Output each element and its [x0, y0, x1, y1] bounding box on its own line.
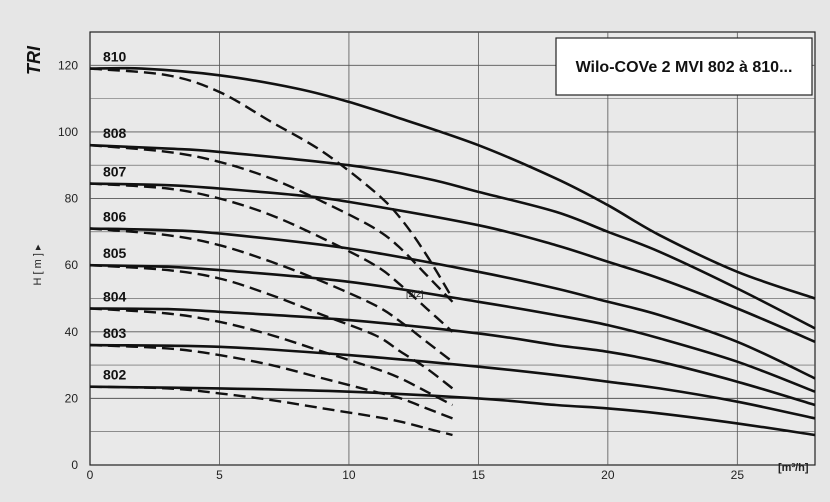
- x-tick-label: 15: [472, 468, 486, 482]
- curve-label-802: 802: [103, 367, 127, 383]
- y-tick-label: 20: [65, 391, 79, 405]
- curve-802: [89, 385, 816, 437]
- dashed-curve-810: [89, 67, 454, 300]
- y-tick-label: 100: [58, 125, 78, 139]
- x-tick-label: 25: [731, 468, 745, 482]
- solid-curves: [89, 66, 816, 437]
- curve-806: [89, 227, 816, 380]
- curve-810: [89, 66, 816, 300]
- chart-title: Wilo-COVe 2 MVI 802 à 810...: [576, 59, 793, 76]
- dashed-curve-805: [89, 264, 454, 390]
- x-axis-unit: [m³/h]: [778, 462, 809, 474]
- y-tick-label: 80: [65, 192, 79, 206]
- corner-label: TRI: [24, 45, 44, 75]
- dashed-curve-808: [89, 144, 454, 303]
- y-tick-label: 120: [58, 58, 78, 72]
- curve-labels: 810 808 807 806 805 804 803 802: [103, 49, 127, 383]
- curve-label-807: 807: [103, 164, 127, 180]
- plot-area: [89, 31, 816, 466]
- dashed-curve-802: [89, 385, 453, 437]
- curve-label-805: 805: [103, 245, 127, 261]
- dashed-curve-806: [89, 227, 454, 363]
- curve-label-804: 804: [103, 288, 127, 304]
- curve-label-806: 806: [103, 209, 127, 225]
- curve-803: [89, 343, 816, 420]
- dashed-curve-803: [89, 343, 453, 420]
- tick-labels: 0 5 10 15 20 25 0 20 40 60 80 100 120: [58, 58, 744, 482]
- curve-808: [89, 143, 816, 330]
- y-axis-title: H [ m ] ▸: [32, 244, 44, 285]
- title-box: [555, 37, 813, 96]
- curve-805: [89, 263, 816, 393]
- curve-label-808: 808: [103, 125, 127, 141]
- dashed-curve-807: [89, 182, 454, 333]
- curve-807: [89, 182, 816, 343]
- dashed-curve-804: [89, 307, 454, 407]
- x-tick-label: 5: [216, 468, 223, 482]
- y-tick-label: 60: [65, 258, 79, 272]
- x-tick-label: 20: [601, 468, 615, 482]
- curve-label-810: 810: [103, 49, 127, 65]
- x-tick-label: 0: [87, 468, 94, 482]
- x-tick-label: 10: [342, 468, 356, 482]
- dashed-curves: [89, 67, 454, 437]
- annotation: [2/2]: [406, 289, 424, 299]
- y-tick-label: 0: [71, 458, 78, 472]
- curve-label-803: 803: [103, 325, 127, 341]
- curve-804: [89, 307, 816, 407]
- y-tick-label: 40: [65, 325, 79, 339]
